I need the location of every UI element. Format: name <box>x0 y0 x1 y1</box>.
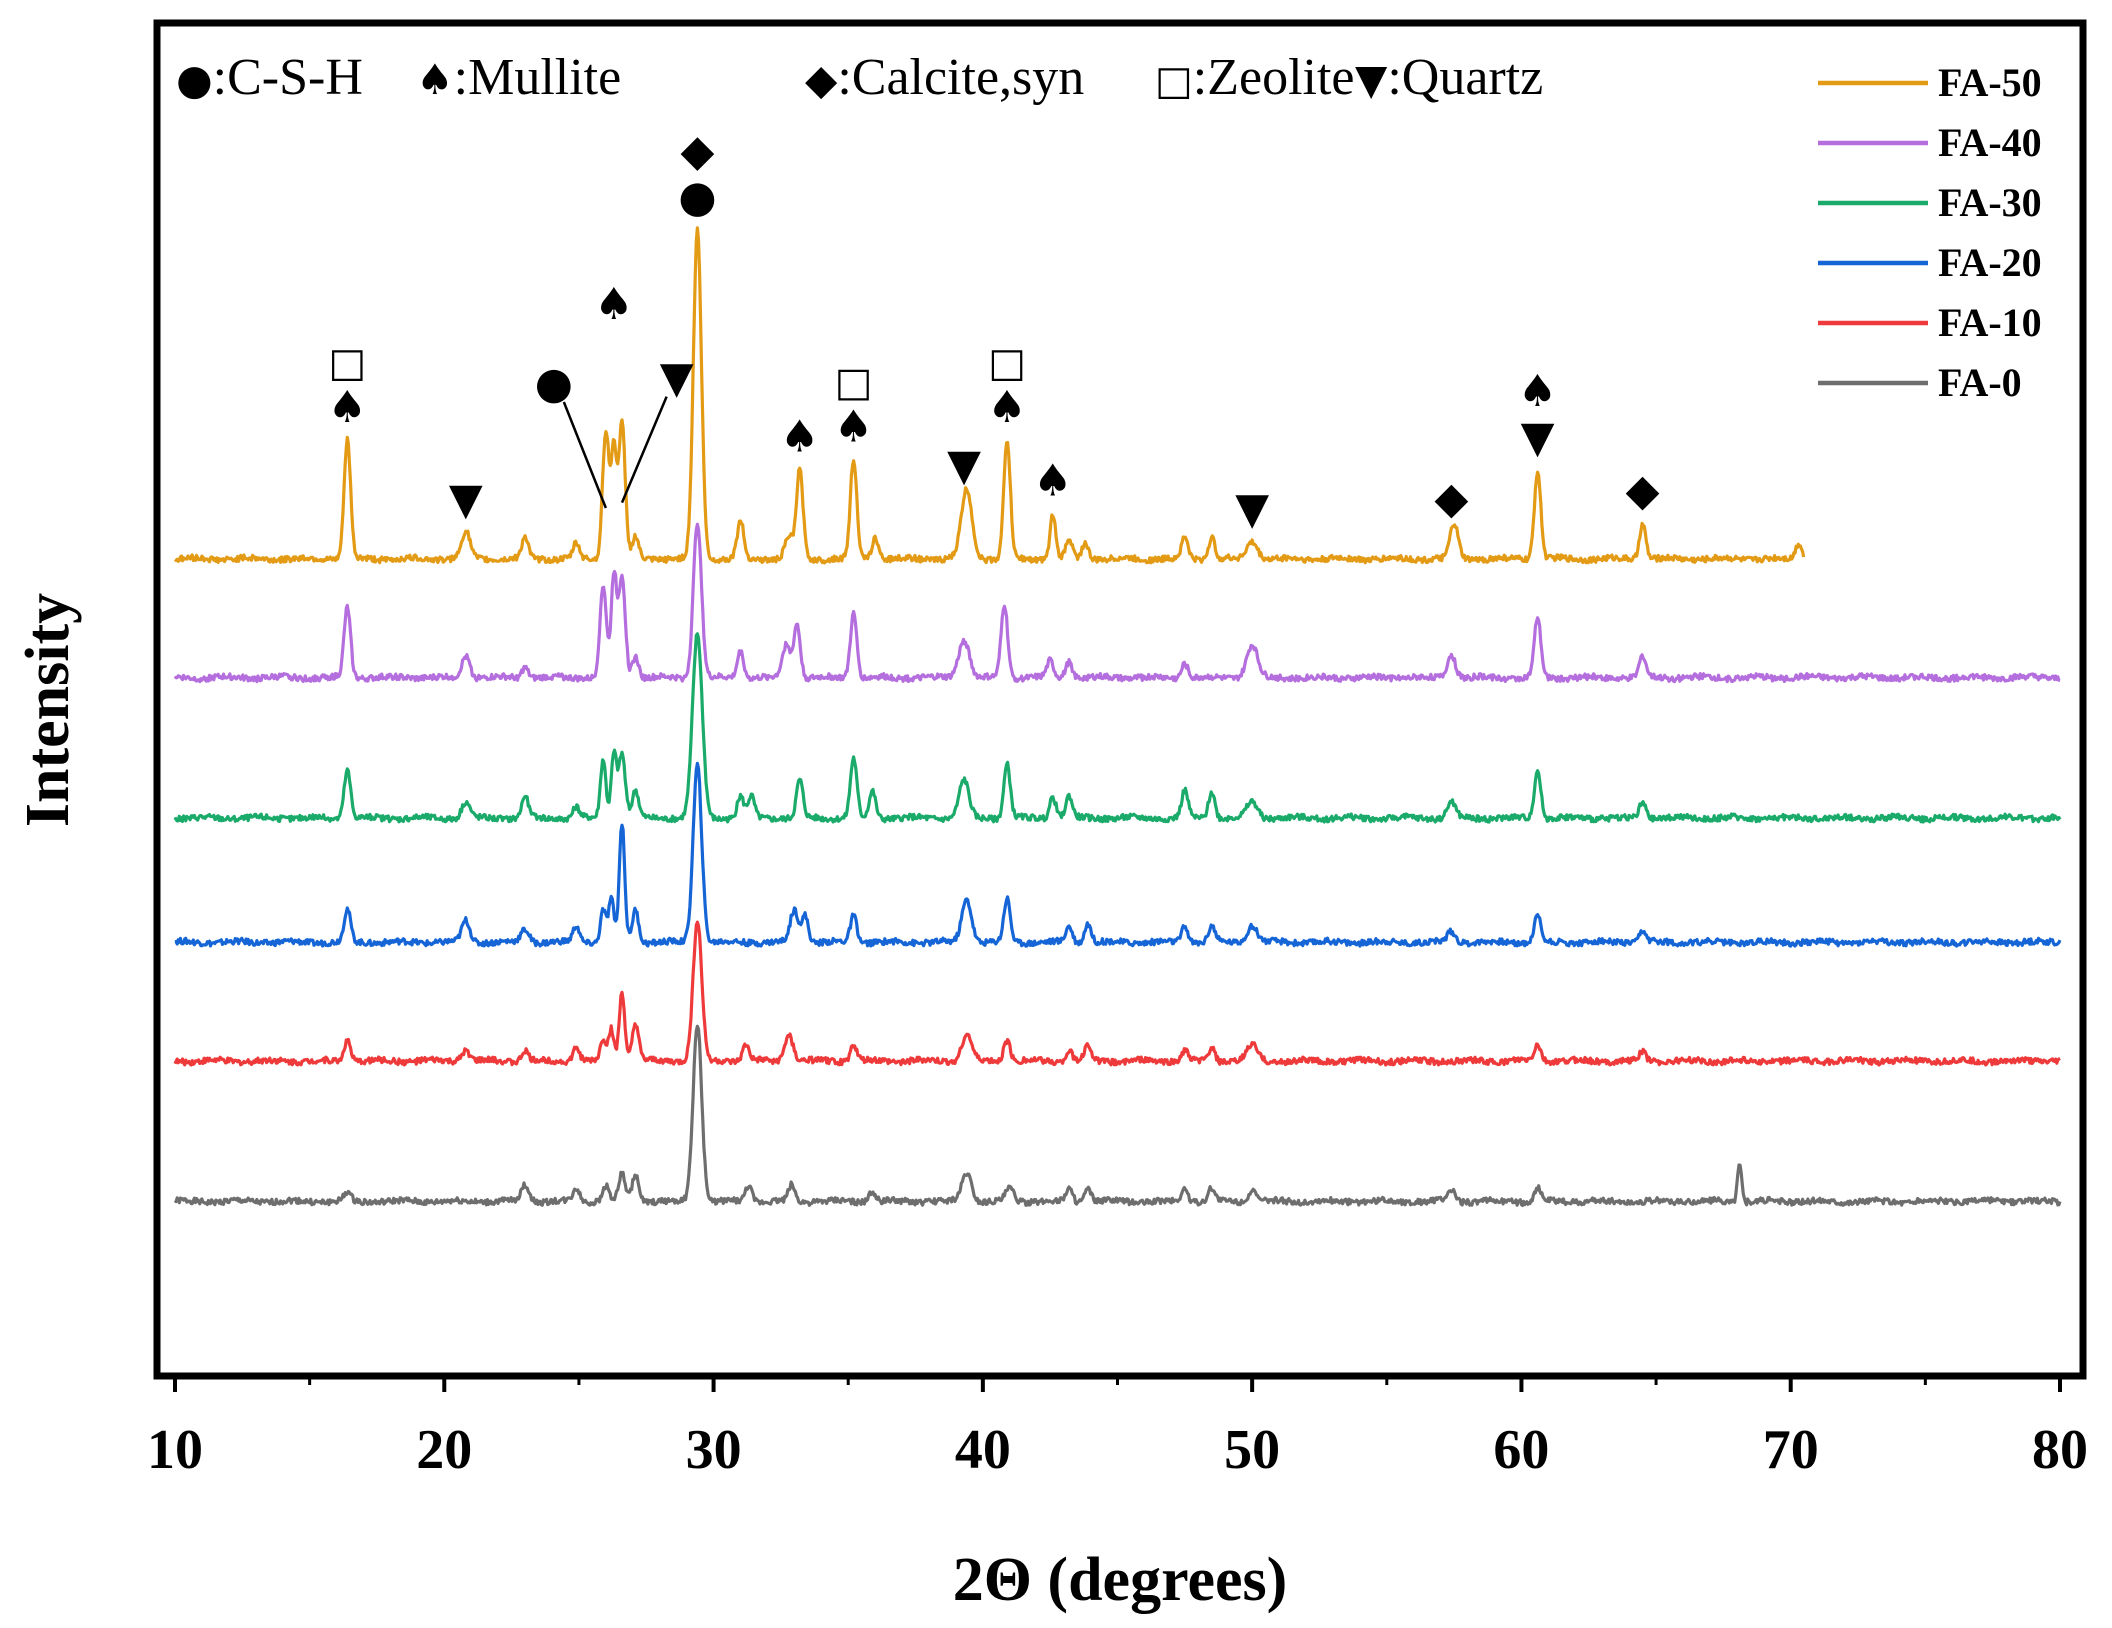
phase-key-quartz: ▼:Quartz <box>1355 49 1543 106</box>
mullite-marker-33.2: ♠ <box>780 412 819 463</box>
legend-label-fa-30: FA-30 <box>1938 180 2042 225</box>
series-line-fa-10 <box>173 920 2061 1067</box>
annotation-arrow-26 <box>562 401 608 509</box>
plot-frame <box>153 19 2087 1380</box>
x-tick-label-20: 20 <box>416 1419 472 1481</box>
legend-label-fa-0: FA-0 <box>1938 360 2022 405</box>
calcite-marker-64.5: ◆ <box>1626 465 1660 516</box>
phase-key-calcite-syn: ◆:Calcite,syn <box>805 49 1084 106</box>
legend-label-fa-40: FA-40 <box>1938 120 2042 165</box>
plot-layer <box>173 226 2062 1207</box>
x-tick-label-30: 30 <box>686 1419 742 1481</box>
mullite-marker-16.4: ♠ <box>328 382 367 433</box>
peak-annotations: ♠□▼●◆♠ ♠□▼♠□♠▼ ◆▼♠◆●♠▼ <box>328 125 1660 534</box>
phase-key: ●:C-S-H ♠:Mullite ◆:Calcite,syn □:Zeolite ▼:… <box>176 49 1543 106</box>
zeolite-marker-16.4: □ <box>328 340 366 386</box>
mullite-marker-35.2: ♠ <box>834 401 873 452</box>
series-line-fa-50 <box>173 226 1806 565</box>
zeolite-marker-40.9: □ <box>988 340 1026 386</box>
y-axis-title: Intensity <box>14 593 82 827</box>
quartz-marker-50: ▼ <box>1235 484 1269 535</box>
series-line-fa-30 <box>173 632 2062 824</box>
calcite-marker-57.4: ◆ <box>1434 473 1468 524</box>
legend-label-fa-20: FA-20 <box>1938 240 2042 285</box>
calcite-marker-29.4: ◆ <box>680 125 714 176</box>
mullite-marker-40.9: ♠ <box>987 382 1026 433</box>
x-axis: 10 20 30 40 50 60 70 80 <box>147 1376 2088 1481</box>
quartz-marker-arrow-26.6: ▼ <box>660 353 694 404</box>
x-tick-label-50: 50 <box>1224 1419 1280 1481</box>
legend-label-fa-10: FA-10 <box>1938 300 2042 345</box>
series-line-fa-20 <box>174 761 2062 948</box>
quartz-marker-20.8: ▼ <box>449 474 483 525</box>
legend: FA-50 FA-40 FA-30 FA-20 FA-10 FA-0 <box>1818 60 2042 405</box>
quartz-marker-60.6: ▼ <box>1521 412 1555 463</box>
csh-marker-29.4: ● <box>678 171 716 222</box>
mullite-marker-42.6: ♠ <box>1033 455 1072 506</box>
phase-key-mullite: ♠:Mullite <box>416 49 621 106</box>
legend-label-fa-50: FA-50 <box>1938 60 2042 105</box>
mullite-marker-arrow-26.3: ♠ <box>594 279 633 330</box>
phase-key-zeolite: □:Zeolite <box>1155 49 1355 106</box>
x-tick-label-10: 10 <box>147 1419 203 1481</box>
x-axis-title: 2Θ (degrees) <box>953 1546 1288 1614</box>
annotation-arrow-26.6 <box>620 396 668 504</box>
series-line-fa-40 <box>173 522 2061 684</box>
zeolite-marker-35.2: □ <box>835 359 873 405</box>
x-tick-label-40: 40 <box>955 1419 1011 1481</box>
csh-marker-arrow-26: ● <box>535 358 573 409</box>
quartz-marker-39.3: ▼ <box>947 440 981 491</box>
x-tick-label-60: 60 <box>1493 1419 1549 1481</box>
x-tick-label-80: 80 <box>2032 1419 2088 1481</box>
x-tick-label-70: 70 <box>1763 1419 1819 1481</box>
mullite-marker-60.6: ♠ <box>1518 366 1557 417</box>
series-line-fa-0 <box>173 1024 2062 1207</box>
phase-key-c-s-h: ●:C-S-H <box>176 49 363 106</box>
